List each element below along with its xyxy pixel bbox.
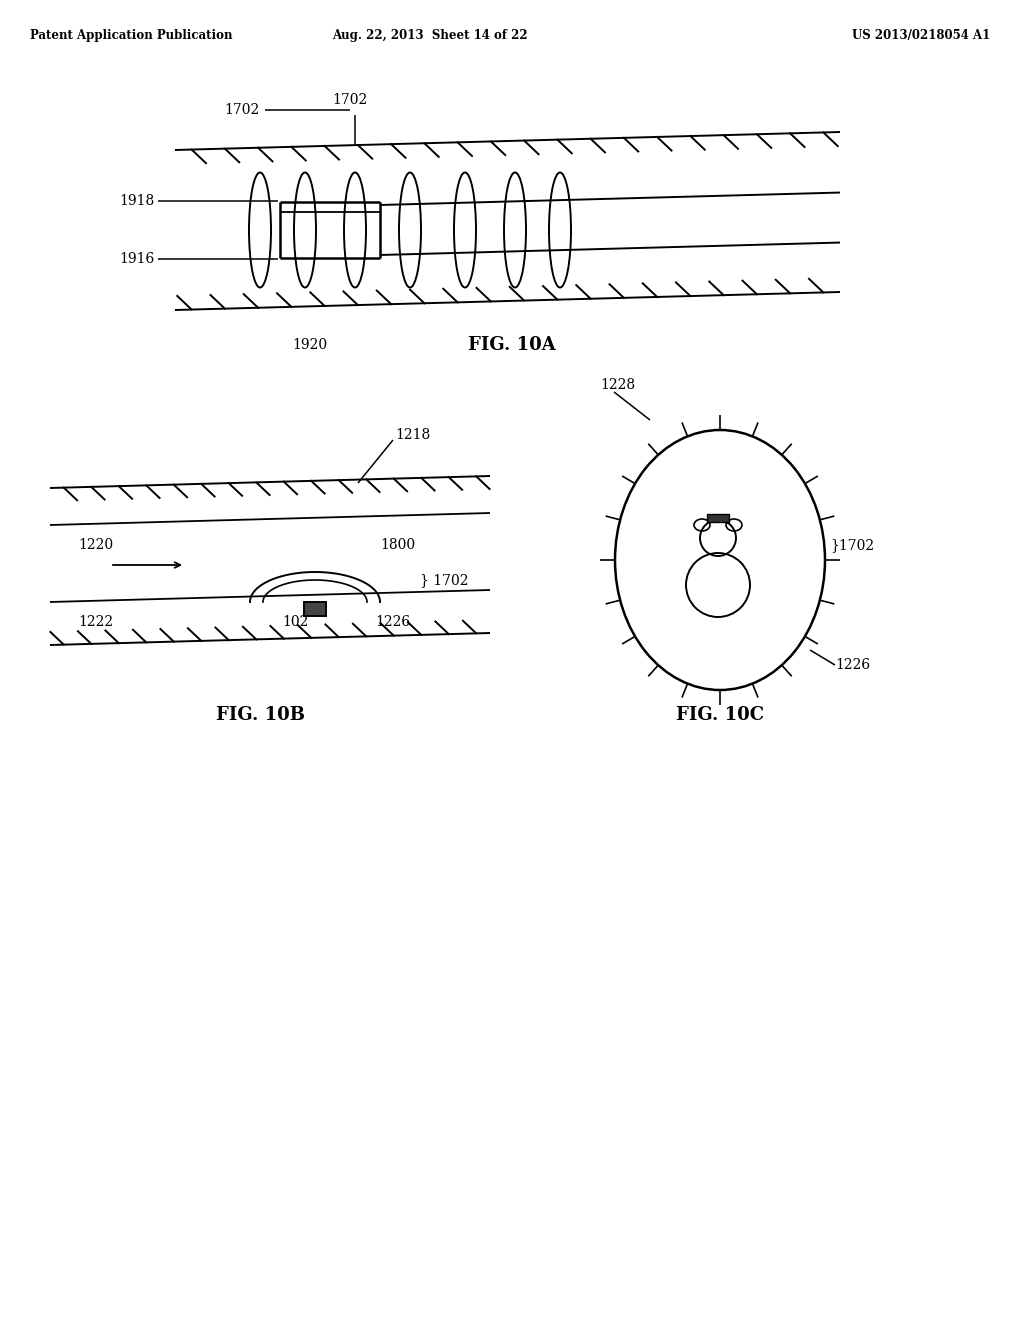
Text: 1218: 1218 (395, 428, 430, 442)
Text: 1220: 1220 (78, 539, 113, 552)
Text: }1702: }1702 (830, 539, 874, 552)
Text: } 1702: } 1702 (420, 573, 469, 587)
Text: 1702: 1702 (333, 92, 368, 107)
Text: 102: 102 (282, 615, 308, 630)
Text: 1920: 1920 (293, 338, 328, 352)
Text: 1918: 1918 (120, 194, 155, 209)
Bar (305, 603, 325, 615)
Text: 1800: 1800 (380, 539, 415, 552)
Text: 1226: 1226 (375, 615, 411, 630)
Text: 1226: 1226 (835, 657, 870, 672)
Text: Aug. 22, 2013  Sheet 14 of 22: Aug. 22, 2013 Sheet 14 of 22 (332, 29, 527, 42)
Text: FIG. 10A: FIG. 10A (468, 337, 556, 354)
Text: 1702: 1702 (224, 103, 260, 117)
Text: FIG. 10B: FIG. 10B (215, 706, 304, 723)
Bar (707, 513, 729, 521)
Bar (304, 602, 326, 616)
Text: Patent Application Publication: Patent Application Publication (30, 29, 232, 42)
Text: 1916: 1916 (120, 252, 155, 267)
Text: 1222: 1222 (78, 615, 113, 630)
Text: 1228: 1228 (600, 378, 635, 392)
Text: FIG. 10C: FIG. 10C (676, 706, 764, 723)
Text: US 2013/0218054 A1: US 2013/0218054 A1 (852, 29, 990, 42)
